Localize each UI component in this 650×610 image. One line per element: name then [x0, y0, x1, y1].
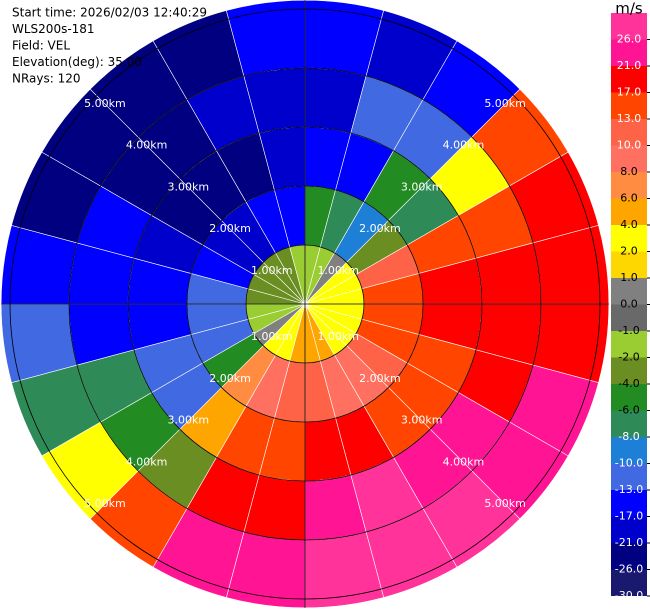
colorbar-tick-label: 0.0: [620, 298, 638, 311]
colorbar-bin: [611, 172, 647, 199]
ring-label: 5.00km: [484, 497, 526, 510]
colorbar-bin: [611, 516, 647, 543]
colorbar-tick-label: -4.0: [618, 377, 639, 390]
colorbar-tick-label: -6.0: [618, 404, 639, 417]
info-text: Elevation(deg): 35.00: [12, 55, 142, 69]
ring-label: 4.00km: [443, 139, 485, 152]
colorbar-tick-label: 26.0: [617, 33, 642, 46]
colorbar-bin: [611, 410, 647, 437]
range-ring: [186, 185, 424, 423]
colorbar-bin: [611, 13, 647, 40]
colorbar-tick-label: 1.0: [620, 271, 638, 284]
ring-label: 4.00km: [126, 139, 168, 152]
info-text: NRays: 120: [12, 72, 81, 86]
range-ring: [245, 244, 365, 364]
range-ring: [127, 126, 483, 482]
range-ring: [68, 67, 542, 541]
ring-label: 1.00km: [251, 264, 293, 277]
colorbar-tick-label: -17.0: [615, 510, 643, 523]
colorbar-bin: [611, 119, 647, 146]
ring-label: 3.00km: [401, 180, 443, 193]
colorbar-tick-label: -21.0: [615, 536, 643, 549]
colorbar-bin: [611, 543, 647, 570]
colorbar-tick-label: -8.0: [618, 430, 639, 443]
sweep: [0, 0, 610, 609]
colorbar-bin: [611, 225, 647, 252]
ring-label: 1.00km: [251, 330, 293, 343]
ring-label: 3.00km: [401, 414, 443, 427]
ring-label: 2.00km: [209, 222, 251, 235]
range-ring: [9, 8, 601, 600]
colorbar-tick-label: 2.0: [620, 245, 638, 258]
colorbar-tick-label: -26.0: [615, 563, 643, 576]
colorbar-tick-label: -1.0: [618, 324, 639, 337]
ring-label: 5.00km: [84, 97, 126, 110]
colorbar-bin: [611, 92, 647, 119]
ring-label: 4.00km: [443, 455, 485, 468]
colorbar-tick-label: -30.0: [615, 589, 643, 602]
colorbar-tick-label: -2.0: [618, 351, 639, 364]
colorbar-bin: [611, 66, 647, 93]
ring-label: 3.00km: [168, 180, 210, 193]
ring-label: 2.00km: [209, 372, 251, 385]
ring-label: 5.00km: [484, 97, 526, 110]
colorbar-tick-label: -10.0: [615, 457, 643, 470]
colorbar-tick-label: 4.0: [620, 218, 638, 231]
ring-label: 3.00km: [168, 414, 210, 427]
ring-label: 2.00km: [359, 372, 401, 385]
colorbar-bin: [611, 278, 647, 305]
colorbar-tick-label: 8.0: [620, 165, 638, 178]
colorbar-tick-label: 13.0: [617, 112, 642, 125]
colorbar-tick-label: 21.0: [617, 59, 642, 72]
colorbar-bin: [611, 569, 647, 596]
colorbar-bin: [611, 357, 647, 384]
ring-label: 1.00km: [317, 264, 359, 277]
info-text: Field: VEL: [12, 39, 70, 53]
colorbar-bin: [611, 39, 647, 66]
colorbar-tick-label: 6.0: [620, 192, 638, 205]
colorbar-tick-label: 10.0: [617, 139, 642, 152]
colorbar-bin: [611, 145, 647, 172]
ring-label: 2.00km: [359, 222, 401, 235]
info-text: Start time: 2026/02/03 12:40:29: [12, 6, 207, 20]
colorbar-bin: [611, 251, 647, 278]
colorbar-title: m/s: [615, 0, 643, 18]
colorbar-tick-label: -13.0: [615, 483, 643, 496]
colorbar-bin: [611, 304, 647, 331]
colorbar-bin: [611, 198, 647, 225]
ring-label: 1.00km: [317, 330, 359, 343]
colorbar-bin: [611, 437, 647, 464]
colorbar-bin: [611, 384, 647, 411]
info-text: WLS200s-181: [12, 22, 95, 36]
colorbar-bin: [611, 463, 647, 490]
colorbar-bin: [611, 490, 647, 517]
ring-label: 5.00km: [84, 497, 126, 510]
ring-label: 4.00km: [126, 455, 168, 468]
colorbar-tick-label: 17.0: [617, 86, 642, 99]
colorbar-bin: [611, 331, 647, 358]
